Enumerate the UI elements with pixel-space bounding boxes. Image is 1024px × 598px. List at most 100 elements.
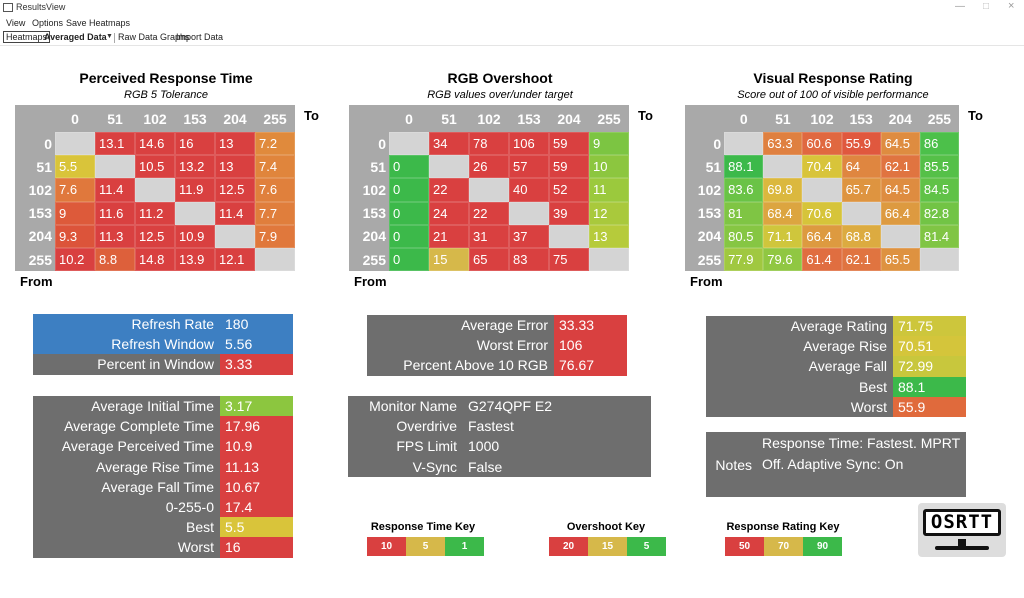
close-button[interactable]: × bbox=[1008, 0, 1015, 12]
heatmap-cell bbox=[429, 178, 469, 202]
panel-label: Best bbox=[33, 517, 220, 538]
cell-value: 13 bbox=[219, 159, 234, 175]
cell-value: 65.7 bbox=[845, 182, 871, 198]
cell-value: 11.3 bbox=[99, 228, 124, 244]
heatmap-cell bbox=[429, 201, 469, 225]
cell-value: 11.6 bbox=[99, 205, 124, 221]
heatmap-cell bbox=[919, 248, 959, 272]
heatmap-cell bbox=[589, 248, 629, 272]
heatmap-cell bbox=[919, 224, 959, 248]
row-header: 0 bbox=[685, 132, 725, 156]
heatmap-cell bbox=[469, 201, 509, 225]
maximize-button[interactable]: □ bbox=[983, 1, 990, 12]
heatmap-cell bbox=[509, 132, 549, 156]
column-header: 255 bbox=[927, 110, 952, 127]
menu-item[interactable]: Options bbox=[32, 18, 64, 28]
panel-label: Average Rise bbox=[706, 336, 893, 357]
cell-value: 11 bbox=[593, 182, 607, 198]
heatmap-cell bbox=[802, 132, 842, 156]
panel-value: 76.67 bbox=[554, 355, 627, 376]
to-label: To bbox=[638, 108, 653, 123]
menu-item[interactable]: View bbox=[6, 18, 26, 28]
heatmap-cell bbox=[919, 132, 959, 156]
cell-value: 68.8 bbox=[845, 228, 871, 244]
panel-label: Best bbox=[706, 376, 893, 397]
heatmap-cell bbox=[841, 178, 881, 202]
cell-value: 12.1 bbox=[219, 252, 245, 268]
key-title: Response Time Key bbox=[370, 521, 476, 533]
heatmap-cell bbox=[549, 201, 589, 225]
toolbar-tab[interactable]: Import Data bbox=[176, 32, 224, 42]
cell-value: 9 bbox=[59, 205, 67, 221]
key-swatch: 5 bbox=[406, 537, 445, 556]
cell-value: 13.1 bbox=[99, 136, 125, 152]
cell-value: 14.8 bbox=[139, 252, 165, 268]
heatmap-cell bbox=[215, 132, 255, 156]
panel-value: 72.99 bbox=[893, 356, 966, 377]
heatmap-cell bbox=[589, 155, 629, 179]
panel-label: Average Complete Time bbox=[33, 416, 220, 437]
cell-value: 0 bbox=[393, 182, 401, 198]
heatmap-cell bbox=[880, 248, 920, 272]
cell-value: 7.6 bbox=[59, 182, 78, 198]
panel-value: 17.96 bbox=[220, 416, 293, 437]
cell-value: 10.2 bbox=[59, 252, 85, 268]
panel-label: Average Initial Time bbox=[33, 396, 220, 417]
cell-value: 10.9 bbox=[179, 228, 205, 244]
cell-value: 86 bbox=[923, 136, 939, 152]
heatmap-cell bbox=[389, 132, 429, 156]
panel-value: 5.56 bbox=[220, 334, 293, 355]
heatmap-cell bbox=[841, 201, 881, 225]
heatmap-cell bbox=[509, 201, 549, 225]
row-header: 51 bbox=[349, 155, 389, 179]
cell-value: 52 bbox=[553, 182, 568, 198]
heatmap-cell bbox=[802, 155, 842, 179]
cell-value: 84.5 bbox=[923, 182, 950, 198]
cell-value: 68.4 bbox=[767, 205, 793, 221]
panel-label: Average Error bbox=[367, 315, 554, 336]
heatmap-subtitle: RGB values over/under target bbox=[427, 89, 573, 101]
heatmap-cell bbox=[763, 201, 803, 225]
heatmap-cell bbox=[763, 178, 803, 202]
panel-value: 88.1 bbox=[893, 376, 966, 397]
heatmap-cell bbox=[919, 178, 959, 202]
minimize-button[interactable]: — bbox=[955, 1, 965, 12]
panel-label: Overdrive bbox=[348, 416, 463, 437]
notes-panel bbox=[706, 432, 966, 497]
cell-value: 9.3 bbox=[59, 228, 78, 244]
toolbar-tab[interactable]: Heatmaps bbox=[3, 31, 51, 43]
dropdown-arrow[interactable]: ▼ bbox=[106, 33, 113, 40]
cell-value: 62.1 bbox=[845, 252, 871, 268]
logo-screen bbox=[923, 509, 1001, 536]
logo-base bbox=[935, 546, 989, 550]
logo-text: OSRTT bbox=[930, 511, 994, 533]
cell-value: 11.2 bbox=[139, 205, 164, 221]
cell-value: 15 bbox=[433, 252, 448, 268]
heatmap-cell bbox=[175, 155, 215, 179]
heatmap-cell bbox=[880, 201, 920, 225]
cell-value: 66.4 bbox=[806, 228, 832, 244]
column-header: 0 bbox=[739, 110, 748, 127]
heatmap-cell bbox=[95, 248, 135, 272]
column-header: 102 bbox=[810, 110, 834, 127]
cell-value: 12 bbox=[593, 205, 608, 221]
heatmap-cell bbox=[55, 132, 95, 156]
menu-bar: View Options Save Heatmaps bbox=[0, 16, 1024, 30]
heatmap-cell bbox=[469, 155, 509, 179]
toolbar-tab[interactable]: Averaged Data bbox=[44, 32, 107, 42]
heatmap-cell bbox=[763, 224, 803, 248]
panel-value: 3.17 bbox=[220, 396, 293, 417]
heatmap-cell bbox=[549, 155, 589, 179]
heatmap-title: RGB Overshoot bbox=[447, 70, 553, 86]
heatmap-cell bbox=[880, 178, 920, 202]
heatmap-cell bbox=[763, 155, 803, 179]
cell-value: 7.2 bbox=[259, 136, 278, 152]
row-header: 204 bbox=[15, 224, 55, 248]
cell-value: 11.4 bbox=[219, 205, 244, 221]
key-swatch: 15 bbox=[588, 537, 627, 556]
heatmap-cell bbox=[763, 248, 803, 272]
menu-item[interactable]: Save Heatmaps bbox=[66, 18, 131, 28]
toolbar-tab[interactable]: Raw Data Graphs bbox=[118, 32, 190, 42]
cell-value: 12.5 bbox=[139, 228, 165, 244]
